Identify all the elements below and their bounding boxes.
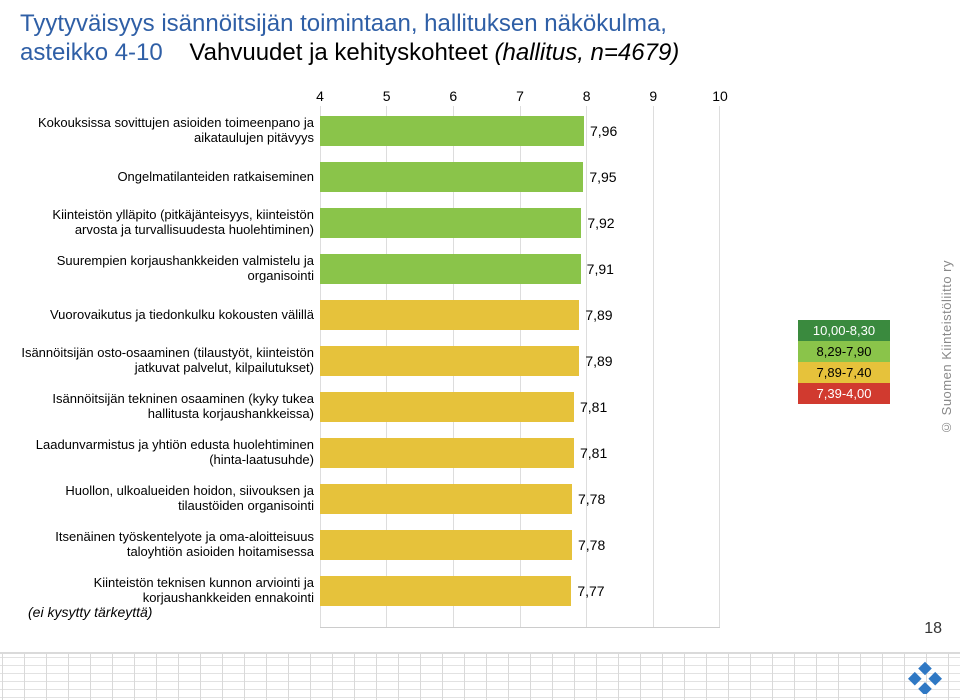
chart-row: Huollon, ulkoalueiden hoidon, siivouksen… (20, 476, 780, 522)
row-label: Itsenäinen työskentelyote ja oma-aloitte… (20, 530, 320, 560)
bar: 7,92 (320, 208, 581, 238)
bar-wrap: 7,95 (320, 162, 720, 192)
page: Tyytyväisyys isännöitsijän toimintaan, h… (0, 0, 960, 700)
bar-value: 7,78 (578, 491, 605, 507)
row-label: Kokouksissa sovittujen asioiden toimeenp… (20, 116, 320, 146)
bar-wrap: 7,91 (320, 254, 720, 284)
bar: 7,91 (320, 254, 581, 284)
row-label: Kiinteistön teknisen kunnon arviointi ja… (20, 576, 320, 606)
bar-wrap: 7,78 (320, 484, 720, 514)
chart-row: Vuorovaikutus ja tiedonkulku kokousten v… (20, 292, 780, 338)
chart-row: Laadunvarmistus ja yhtiön edusta huoleht… (20, 430, 780, 476)
row-label: Ongelmatilanteiden ratkaiseminen (20, 170, 320, 185)
bar: 7,81 (320, 438, 574, 468)
chart-rows: Kokouksissa sovittujen asioiden toimeenp… (20, 108, 780, 628)
x-tick-label: 8 (583, 88, 591, 104)
legend-item: 10,00-8,30 (798, 320, 890, 341)
x-tick-label: 6 (449, 88, 457, 104)
chart-row: Suurempien korjaushankkeiden valmistelu … (20, 246, 780, 292)
buildings-pattern (0, 652, 960, 700)
footer-decoration (0, 648, 960, 700)
bar: 7,89 (320, 300, 579, 330)
row-label: Isännöitsijän tekninen osaaminen (kyky t… (20, 392, 320, 422)
row-label: Isännöitsijän osto-osaaminen (tilaustyöt… (20, 346, 320, 376)
row-label: Kiinteistön ylläpito (pitkäjänteisyys, k… (20, 208, 320, 238)
bar: 7,77 (320, 576, 571, 606)
x-tick-label: 7 (516, 88, 524, 104)
chart: 4 5 6 7 8 9 10 Kokouksissa sovittujen asioiden… (20, 88, 780, 628)
title-line2-blue: asteikko 4-10 (20, 39, 163, 66)
chart-x-axis: 45678910 (320, 88, 720, 106)
chart-row: Isännöitsijän osto-osaaminen (tilaustyöt… (20, 338, 780, 384)
row-label: Vuorovaikutus ja tiedonkulku kokousten v… (20, 308, 320, 323)
row-label: Laadunvarmistus ja yhtiön edusta huoleht… (20, 438, 320, 468)
legend-item: 7,89-7,40 (798, 362, 890, 383)
page-title: Tyytyväisyys isännöitsijän toimintaan, h… (20, 10, 940, 68)
kiinteistoliitto-logo-icon (908, 660, 942, 694)
bar-value: 7,78 (578, 537, 605, 553)
chart-row: Ongelmatilanteiden ratkaiseminen7,95 (20, 154, 780, 200)
bar-wrap: 7,81 (320, 438, 720, 468)
bar-wrap: 7,89 (320, 346, 720, 376)
bar-wrap: 7,89 (320, 300, 720, 330)
bar-value: 7,91 (587, 261, 614, 277)
row-label: Suurempien korjaushankkeiden valmistelu … (20, 254, 320, 284)
bar-value: 7,81 (580, 399, 607, 415)
bar: 7,78 (320, 530, 572, 560)
row-label: Huollon, ulkoalueiden hoidon, siivouksen… (20, 484, 320, 514)
title-line1: Tyytyväisyys isännöitsijän toimintaan, h… (20, 10, 667, 37)
x-tick-label: 10 (712, 88, 728, 104)
bar-value: 7,95 (589, 169, 616, 185)
bar: 7,96 (320, 116, 584, 146)
bar-wrap: 7,96 (320, 116, 720, 146)
chart-row: Kokouksissa sovittujen asioiden toimeenp… (20, 108, 780, 154)
bar: 7,89 (320, 346, 579, 376)
x-tick-label: 5 (383, 88, 391, 104)
legend: 10,00-8,308,29-7,907,89-7,407,39-4,00 (798, 320, 890, 404)
footnote: (ei kysytty tärkeyttä) (28, 604, 152, 620)
bar: 7,81 (320, 392, 574, 422)
title-line2-italic: (hallitus, n=4679) (495, 39, 680, 66)
bar-wrap: 7,81 (320, 392, 720, 422)
x-tick-label: 9 (649, 88, 657, 104)
chart-row: Kiinteistön ylläpito (pitkäjänteisyys, k… (20, 200, 780, 246)
bar-value: 7,89 (585, 307, 612, 323)
bar: 7,95 (320, 162, 583, 192)
legend-item: 7,39-4,00 (798, 383, 890, 404)
x-tick-label: 4 (316, 88, 324, 104)
copyright-text: © Suomen Kiinteistöliitto ry (939, 260, 954, 435)
chart-row: Itsenäinen työskentelyote ja oma-aloitte… (20, 522, 780, 568)
bar-value: 7,96 (590, 123, 617, 139)
chart-row: Isännöitsijän tekninen osaaminen (kyky t… (20, 384, 780, 430)
bar-value: 7,92 (587, 215, 614, 231)
bar: 7,78 (320, 484, 572, 514)
bar-value: 7,77 (577, 583, 604, 599)
bar-value: 7,81 (580, 445, 607, 461)
legend-item: 8,29-7,90 (798, 341, 890, 362)
page-number: 18 (924, 620, 942, 638)
bar-wrap: 7,77 (320, 576, 720, 606)
bar-value: 7,89 (585, 353, 612, 369)
title-line2-black: Vahvuudet ja kehityskohteet (189, 39, 494, 66)
bar-wrap: 7,92 (320, 208, 720, 238)
bar-wrap: 7,78 (320, 530, 720, 560)
